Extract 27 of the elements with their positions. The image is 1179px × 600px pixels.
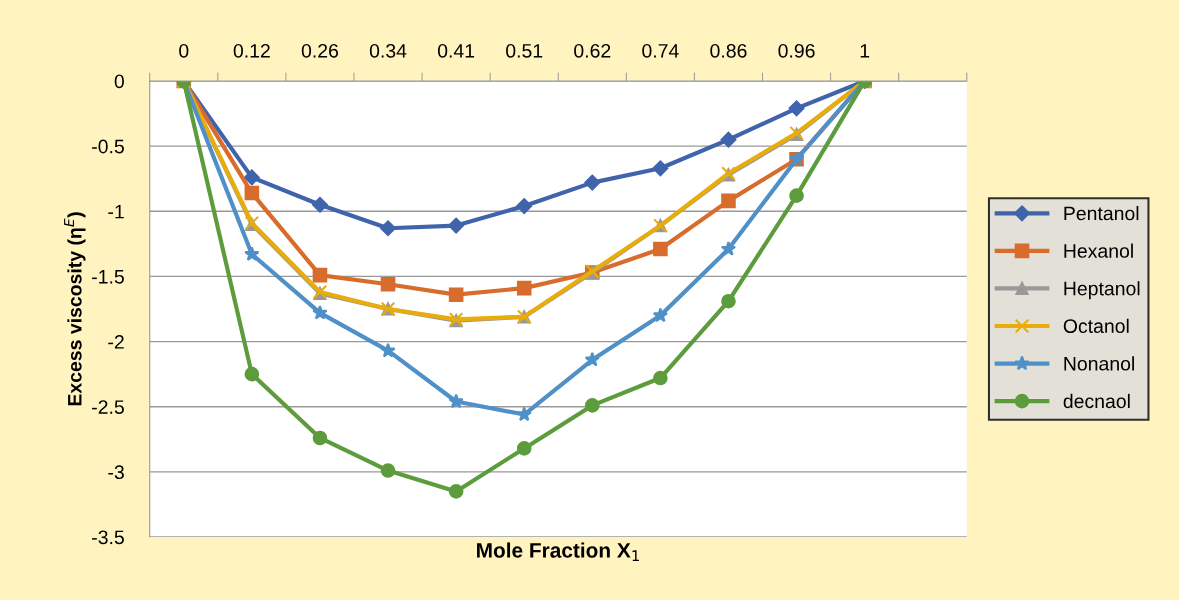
legend-label: Pentanol [1064, 206, 1139, 221]
y-tick-label: 0 [114, 74, 124, 89]
y-tick-label: -3 [108, 465, 124, 480]
x-tick-label: 1 [860, 44, 870, 58]
x-tick-label: 0.51 [506, 43, 543, 58]
y-tick-label: -1 [108, 204, 124, 219]
x-tick-label: 0 [179, 43, 189, 58]
y-tick-label: -1.5 [92, 270, 124, 284]
y-tick-label: -3.5 [92, 530, 124, 545]
x-tick-label: 0.96 [778, 43, 815, 58]
x-tick-label: 0.41 [437, 43, 475, 58]
x-tick-label: 0.26 [301, 43, 339, 58]
y-tick-label: -2.5 [92, 400, 124, 414]
y-tick-label: -0.5 [92, 139, 124, 154]
legend-label: Nonanol [1064, 356, 1134, 371]
x-tick-label: 0.34 [369, 43, 407, 58]
legend-label: Hexanol [1064, 243, 1133, 258]
y-axis-title: Excess viscosity (η$^{E}$) [64, 212, 86, 406]
x-axis-title: Mole Fraction X$_{1}$ [477, 542, 639, 561]
y-tick-label: -2 [108, 335, 124, 349]
x-tick-label: 0.86 [710, 43, 747, 58]
legend-label: Octanol [1063, 318, 1129, 333]
x-tick-label: 0.74 [642, 43, 679, 58]
legend-label: Heptanol [1064, 281, 1140, 300]
x-tick-label: 0.62 [574, 43, 611, 58]
x-tick-label: 0.12 [233, 43, 270, 58]
legend-label: decnaol [1063, 393, 1130, 409]
